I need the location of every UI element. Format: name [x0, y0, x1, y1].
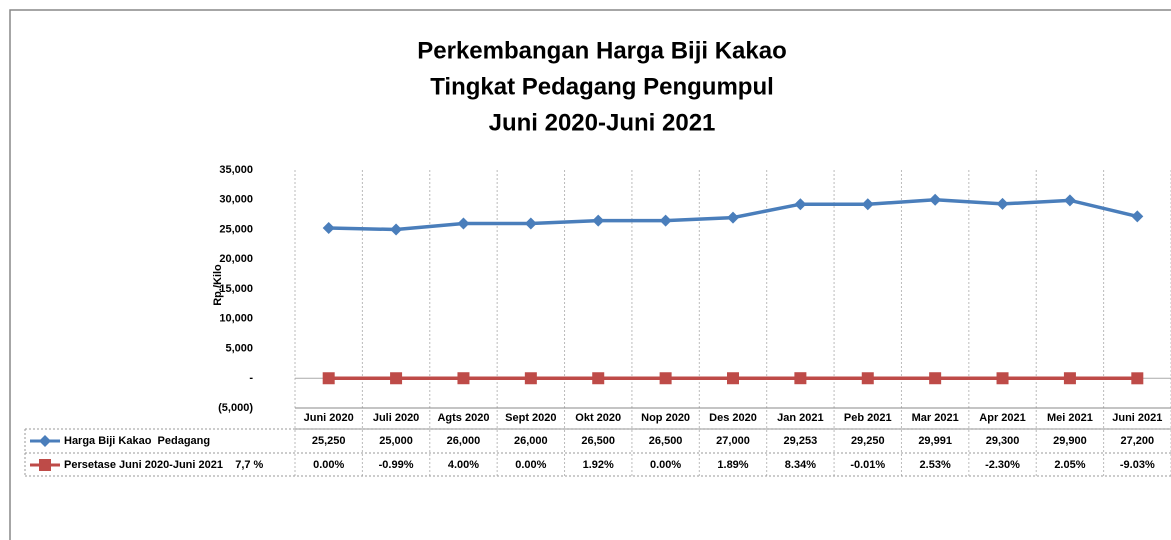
- y-tick-label: 5,000: [225, 342, 253, 354]
- table-cell: 29,300: [986, 435, 1020, 447]
- table-cell: 0.00%: [313, 459, 344, 471]
- table-cell: 29,250: [851, 435, 885, 447]
- table-cell: 26,500: [649, 435, 683, 447]
- y-tick-label: 15,000: [219, 283, 253, 295]
- point: [1131, 210, 1144, 223]
- table-cell: 29,900: [1053, 435, 1087, 447]
- legend-label: Persetase Juni 2020-Juni 2021 7,7 %: [64, 459, 264, 471]
- point: [996, 197, 1009, 210]
- table-cell: -0.01%: [850, 459, 885, 471]
- legend-marker: [39, 459, 51, 471]
- y-tick-label: 10,000: [219, 313, 253, 325]
- legend-marker: [39, 435, 51, 447]
- y-tick-label: 20,000: [219, 253, 253, 265]
- point: [727, 372, 739, 385]
- y-tick-label: 35,000: [219, 164, 253, 176]
- x-tick-label: Mei 2021: [1047, 412, 1093, 424]
- y-tick-label: 25,000: [219, 223, 253, 235]
- x-tick-label: Juli 2020: [373, 412, 419, 424]
- y-tick-label: 30,000: [219, 194, 253, 206]
- point: [1063, 372, 1076, 385]
- table-cell: 1.92%: [583, 459, 614, 471]
- point: [929, 193, 942, 206]
- y-tick-label: -: [249, 372, 253, 384]
- point: [1063, 194, 1076, 207]
- chart-title: Juni 2020-Juni 2021: [489, 109, 716, 136]
- table-cell: 2.05%: [1054, 459, 1085, 471]
- point: [322, 222, 335, 235]
- point: [659, 214, 672, 227]
- point: [1131, 372, 1144, 385]
- table-cell: 25,250: [312, 435, 346, 447]
- point: [861, 372, 874, 385]
- table-cell: 25,000: [379, 435, 413, 447]
- table-cell: -9.03%: [1120, 459, 1155, 471]
- table-cell: 29,253: [784, 435, 818, 447]
- table-cell: 26,500: [581, 435, 615, 447]
- point: [457, 217, 470, 230]
- table-cell: 26,000: [514, 435, 548, 447]
- point: [322, 372, 335, 385]
- point: [996, 372, 1009, 385]
- legend-label: Harga Biji Kakao Pedagang: [64, 435, 210, 447]
- x-tick-label: Juni 2021: [1112, 412, 1162, 424]
- point: [659, 372, 672, 385]
- chart-title: Tingkat Pedagang Pengumpul: [430, 73, 774, 100]
- point: [861, 198, 874, 211]
- table-cell: -2.30%: [985, 459, 1020, 471]
- table-cell: 0.00%: [515, 459, 546, 471]
- table-cell: 29,991: [918, 435, 952, 447]
- point: [592, 372, 605, 385]
- x-tick-label: Juni 2020: [304, 412, 354, 424]
- point: [524, 217, 537, 230]
- point: [390, 223, 403, 236]
- table-cell: -0.99%: [379, 459, 414, 471]
- x-tick-label: Sept 2020: [505, 412, 556, 424]
- chart-border: [9, 9, 1171, 540]
- point: [390, 372, 403, 385]
- point: [929, 372, 942, 385]
- y-axis-label: Rp./Kilo: [212, 264, 224, 306]
- x-tick-label: Apr 2021: [979, 412, 1025, 424]
- point: [794, 198, 807, 211]
- table-cell: 26,000: [447, 435, 481, 447]
- x-tick-label: Peb 2021: [844, 412, 892, 424]
- x-tick-label: Jan 2021: [777, 412, 823, 424]
- point: [592, 214, 605, 227]
- table-cell: 8.34%: [785, 459, 816, 471]
- point: [727, 211, 739, 224]
- point: [457, 372, 470, 385]
- chart-title: Perkembangan Harga Biji Kakao: [417, 37, 786, 64]
- table-cell: 2.53%: [920, 459, 951, 471]
- x-tick-label: Agts 2020: [437, 412, 489, 424]
- y-tick-label: (5,000): [218, 402, 253, 414]
- x-tick-label: Des 2020: [709, 412, 757, 424]
- point: [794, 372, 807, 385]
- table-cell: 1.89%: [717, 459, 748, 471]
- table-cell: 27,000: [716, 435, 750, 447]
- x-tick-label: Nop 2020: [641, 412, 690, 424]
- table-cell: 27,200: [1120, 435, 1154, 447]
- table-cell: 4.00%: [448, 459, 479, 471]
- x-tick-label: Okt 2020: [575, 412, 621, 424]
- table-cell: 0.00%: [650, 459, 681, 471]
- x-tick-label: Mar 2021: [912, 412, 959, 424]
- point: [524, 372, 537, 385]
